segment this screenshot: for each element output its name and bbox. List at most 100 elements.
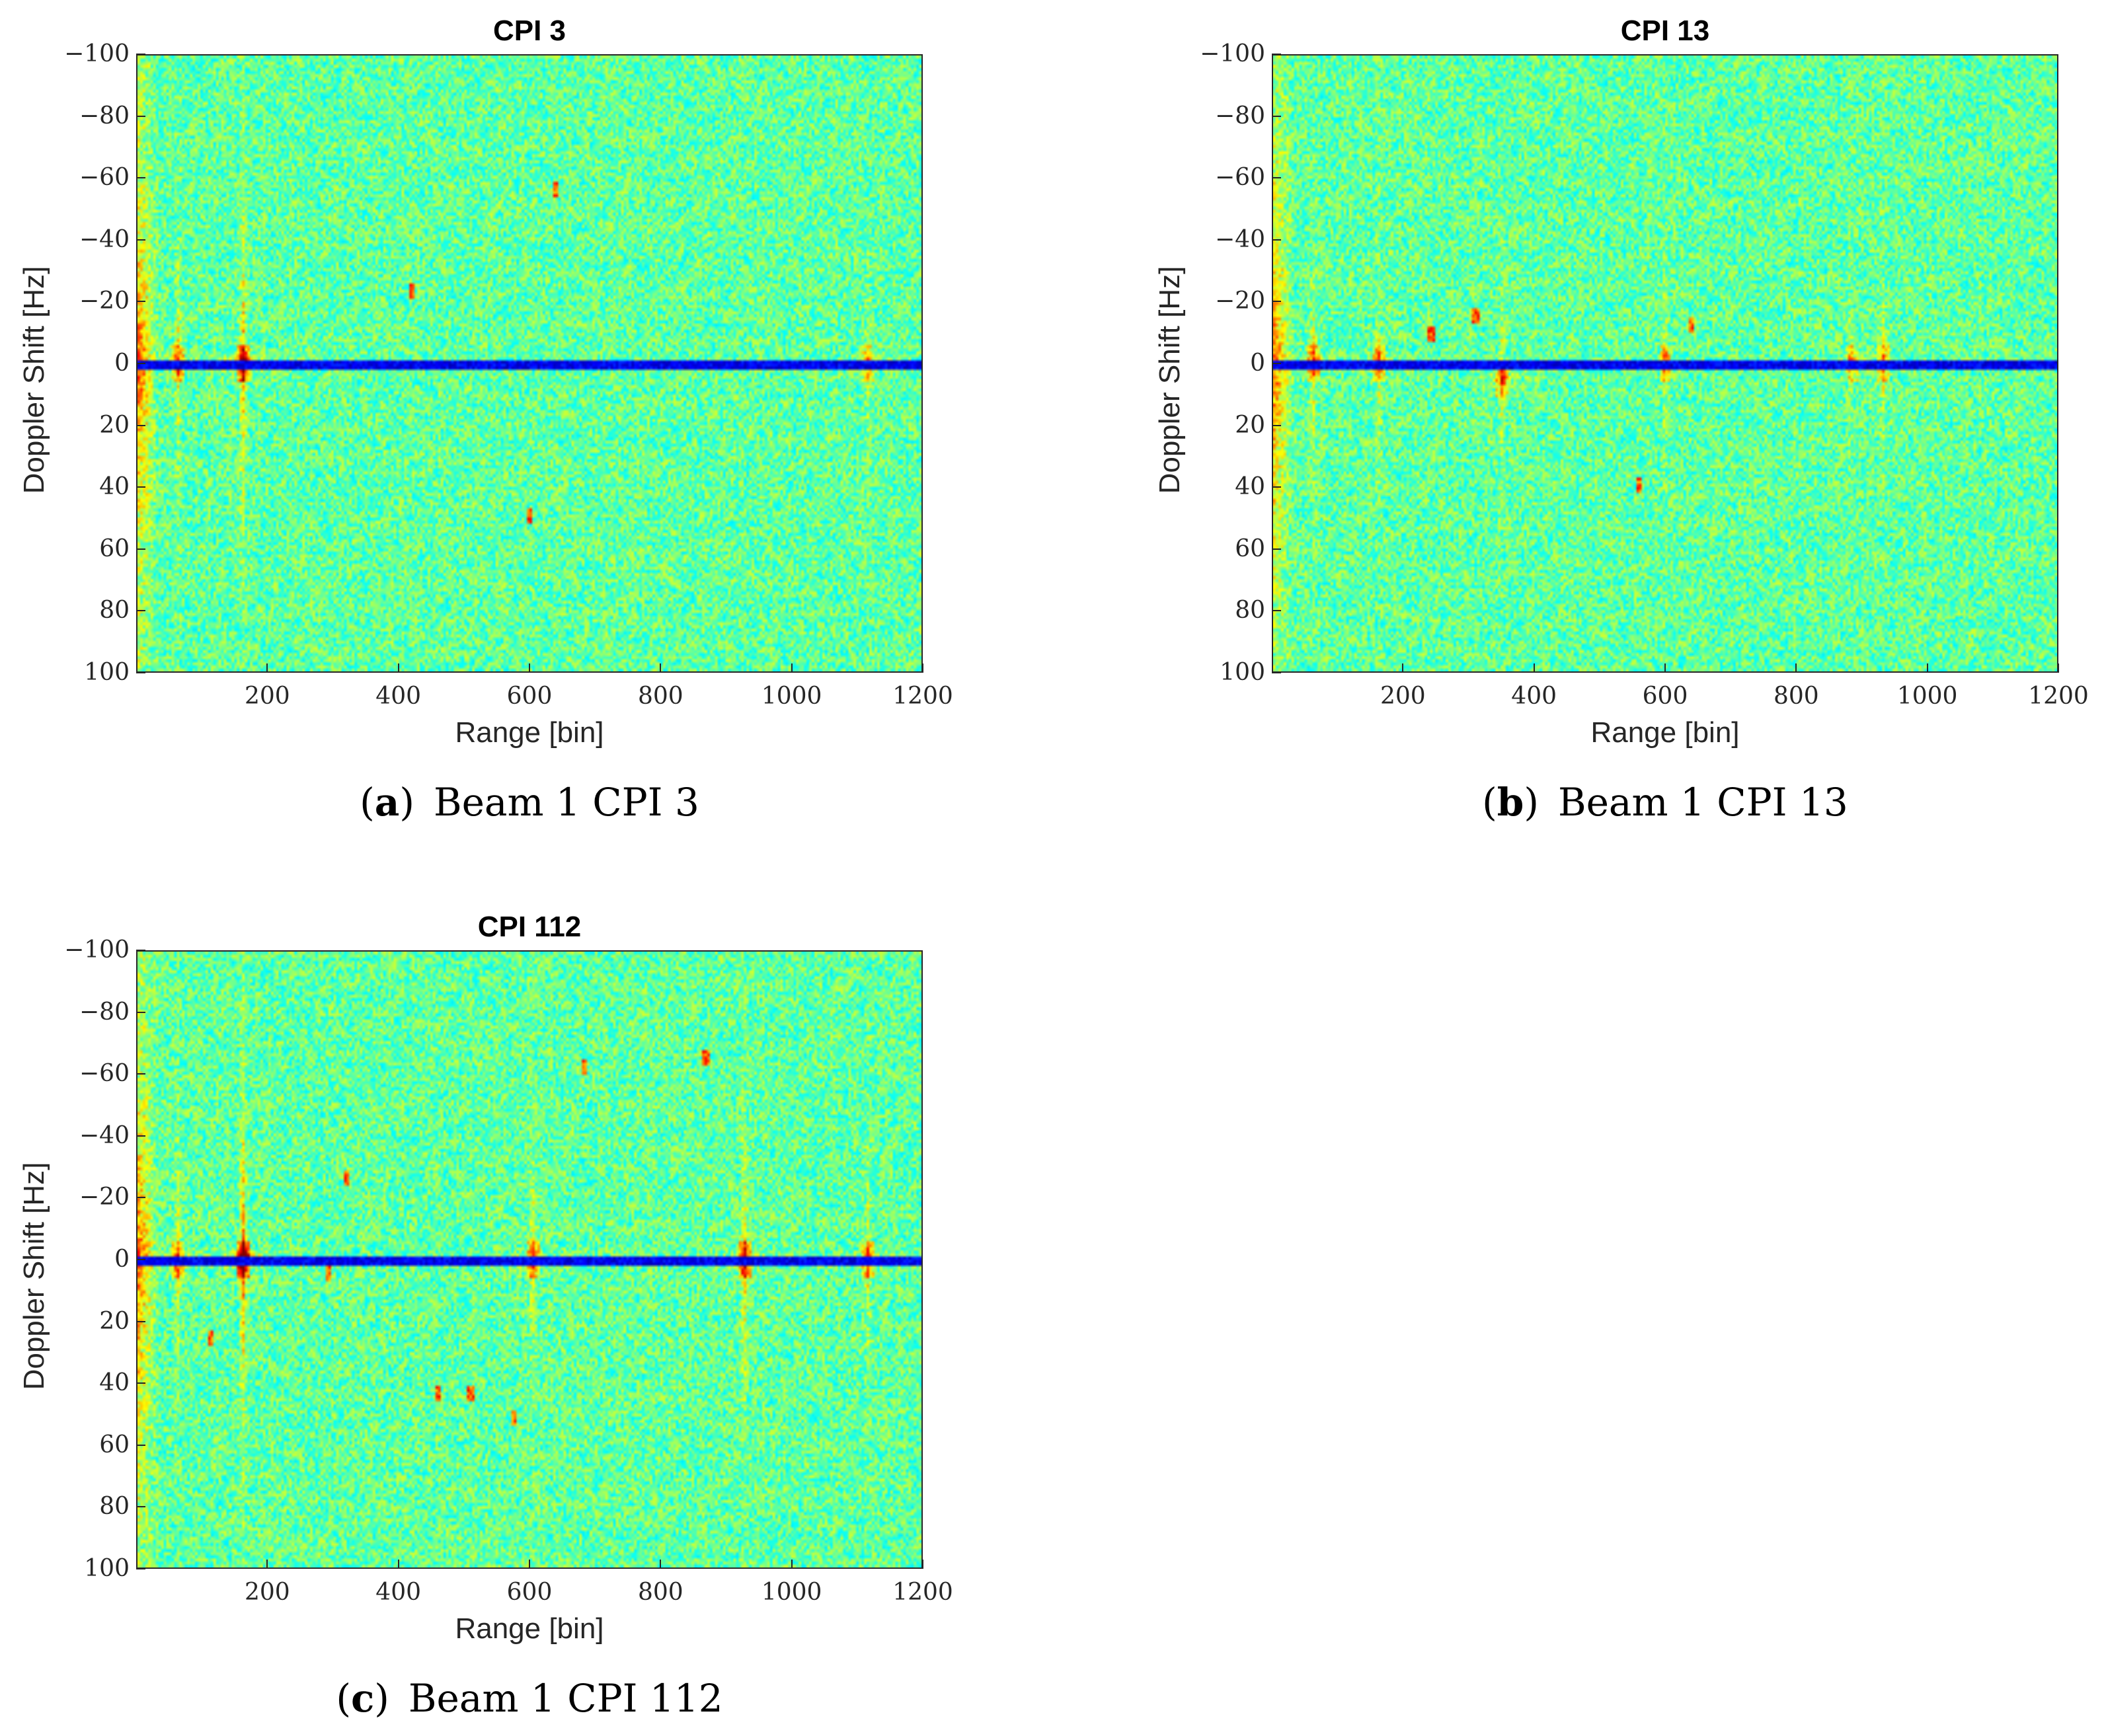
y-tick-label: −40	[1215, 225, 1265, 253]
y-tick-label: −20	[79, 287, 130, 315]
x-tick-label: 1000	[761, 683, 822, 710]
y-tick-label: 100	[84, 1555, 130, 1582]
range-doppler-heatmap	[137, 56, 921, 671]
x-tick-mark	[660, 663, 662, 673]
x-tick-label: 200	[244, 683, 290, 710]
y-tick-mark	[136, 1568, 145, 1569]
x-tick-label: 800	[637, 1579, 683, 1606]
y-tick-label: −100	[64, 40, 130, 67]
y-tick-label: −40	[79, 1121, 130, 1149]
chart-title: CPI 13	[1620, 15, 1710, 47]
x-tick-mark	[1533, 663, 1535, 673]
y-tick-mark	[136, 239, 145, 241]
x-tick-mark	[1402, 663, 1404, 673]
y-tick-mark	[136, 1444, 145, 1446]
y-tick-label: 100	[84, 659, 130, 686]
x-tick-mark	[1664, 663, 1666, 673]
heatmap-plot-area	[136, 54, 923, 673]
x-tick-label: 1200	[892, 683, 953, 710]
y-tick-label: 60	[99, 1431, 130, 1458]
x-tick-mark	[922, 663, 923, 673]
y-tick-label: −60	[79, 164, 130, 192]
y-tick-mark	[136, 424, 145, 426]
figure-caption: (c) Beam 1 CPI 112	[336, 1676, 723, 1721]
x-tick-label: 200	[1380, 683, 1426, 710]
y-tick-label: 100	[1220, 659, 1265, 686]
y-axis-label: Doppler Shift [Hz]	[1153, 266, 1186, 494]
x-tick-mark	[1926, 663, 1928, 673]
y-tick-mark	[1272, 115, 1281, 117]
caption-letter: b	[1497, 780, 1524, 825]
y-tick-mark	[136, 610, 145, 612]
x-tick-mark	[1795, 663, 1797, 673]
y-tick-label: 80	[99, 1493, 130, 1521]
x-tick-mark	[791, 1560, 793, 1569]
y-tick-label: 80	[99, 597, 130, 624]
y-tick-mark	[1272, 301, 1281, 303]
y-tick-mark	[136, 486, 145, 488]
x-tick-mark	[2058, 663, 2059, 673]
y-tick-mark	[136, 548, 145, 550]
y-tick-mark	[1272, 363, 1281, 364]
x-tick-label: 800	[637, 683, 683, 710]
y-tick-label: 0	[114, 350, 130, 377]
y-tick-mark	[1272, 610, 1281, 612]
y-tick-mark	[136, 1506, 145, 1508]
y-tick-label: 40	[1235, 473, 1265, 501]
figure-caption: (b) Beam 1 CPI 13	[1482, 780, 1848, 825]
y-axis-label: Doppler Shift [Hz]	[18, 1162, 50, 1390]
y-tick-label: −80	[1215, 102, 1265, 130]
x-tick-mark	[397, 1560, 399, 1569]
y-tick-label: 0	[1250, 350, 1265, 377]
y-tick-mark	[136, 1135, 145, 1137]
y-tick-label: 0	[114, 1246, 130, 1273]
y-tick-label: −100	[64, 936, 130, 963]
y-tick-mark	[136, 950, 145, 951]
y-tick-label: 20	[1235, 411, 1265, 439]
x-tick-label: 600	[1642, 683, 1688, 710]
x-tick-label: 400	[375, 683, 422, 710]
caption-text: Beam 1 CPI 3	[433, 780, 699, 825]
y-tick-mark	[136, 1320, 145, 1322]
caption-letter: c	[350, 1676, 375, 1721]
y-tick-label: 60	[99, 535, 130, 562]
range-doppler-heatmap	[137, 952, 921, 1567]
y-tick-mark	[1272, 486, 1281, 488]
x-tick-label: 1200	[2028, 683, 2089, 710]
caption-text: Beam 1 CPI 112	[408, 1676, 723, 1721]
x-tick-mark	[266, 1560, 268, 1569]
y-tick-label: −80	[79, 102, 130, 130]
x-tick-mark	[397, 663, 399, 673]
y-tick-mark	[136, 1197, 145, 1199]
x-tick-mark	[266, 663, 268, 673]
x-tick-label: 400	[1511, 683, 1557, 710]
x-tick-mark	[529, 663, 530, 673]
y-tick-mark	[136, 1073, 145, 1075]
y-axis-label: Doppler Shift [Hz]	[18, 266, 50, 494]
y-tick-mark	[136, 54, 145, 55]
x-tick-mark	[660, 1560, 662, 1569]
y-tick-mark	[136, 363, 145, 364]
heatmap-plot-area	[136, 950, 923, 1569]
x-tick-label: 200	[244, 1579, 290, 1606]
x-tick-label: 800	[1773, 683, 1819, 710]
x-tick-label: 1000	[1896, 683, 1958, 710]
caption-text: Beam 1 CPI 13	[1557, 780, 1848, 825]
y-tick-label: 80	[1235, 597, 1265, 624]
range-doppler-heatmap	[1273, 56, 2057, 671]
y-tick-mark	[1272, 177, 1281, 179]
heatmap-plot-area	[1272, 54, 2058, 673]
y-tick-mark	[136, 672, 145, 673]
x-tick-label: 600	[506, 683, 553, 710]
y-tick-label: −60	[1215, 164, 1265, 192]
y-tick-mark	[136, 1382, 145, 1384]
x-tick-label: 1200	[892, 1579, 953, 1606]
y-tick-label: 40	[99, 1369, 130, 1397]
y-tick-mark	[1272, 239, 1281, 241]
x-tick-mark	[529, 1560, 530, 1569]
x-tick-mark	[922, 1560, 923, 1569]
y-tick-mark	[1272, 672, 1281, 673]
chart-title: CPI 3	[492, 15, 566, 47]
y-tick-label: −20	[79, 1184, 130, 1211]
x-axis-label: Range [bin]	[455, 1612, 604, 1645]
